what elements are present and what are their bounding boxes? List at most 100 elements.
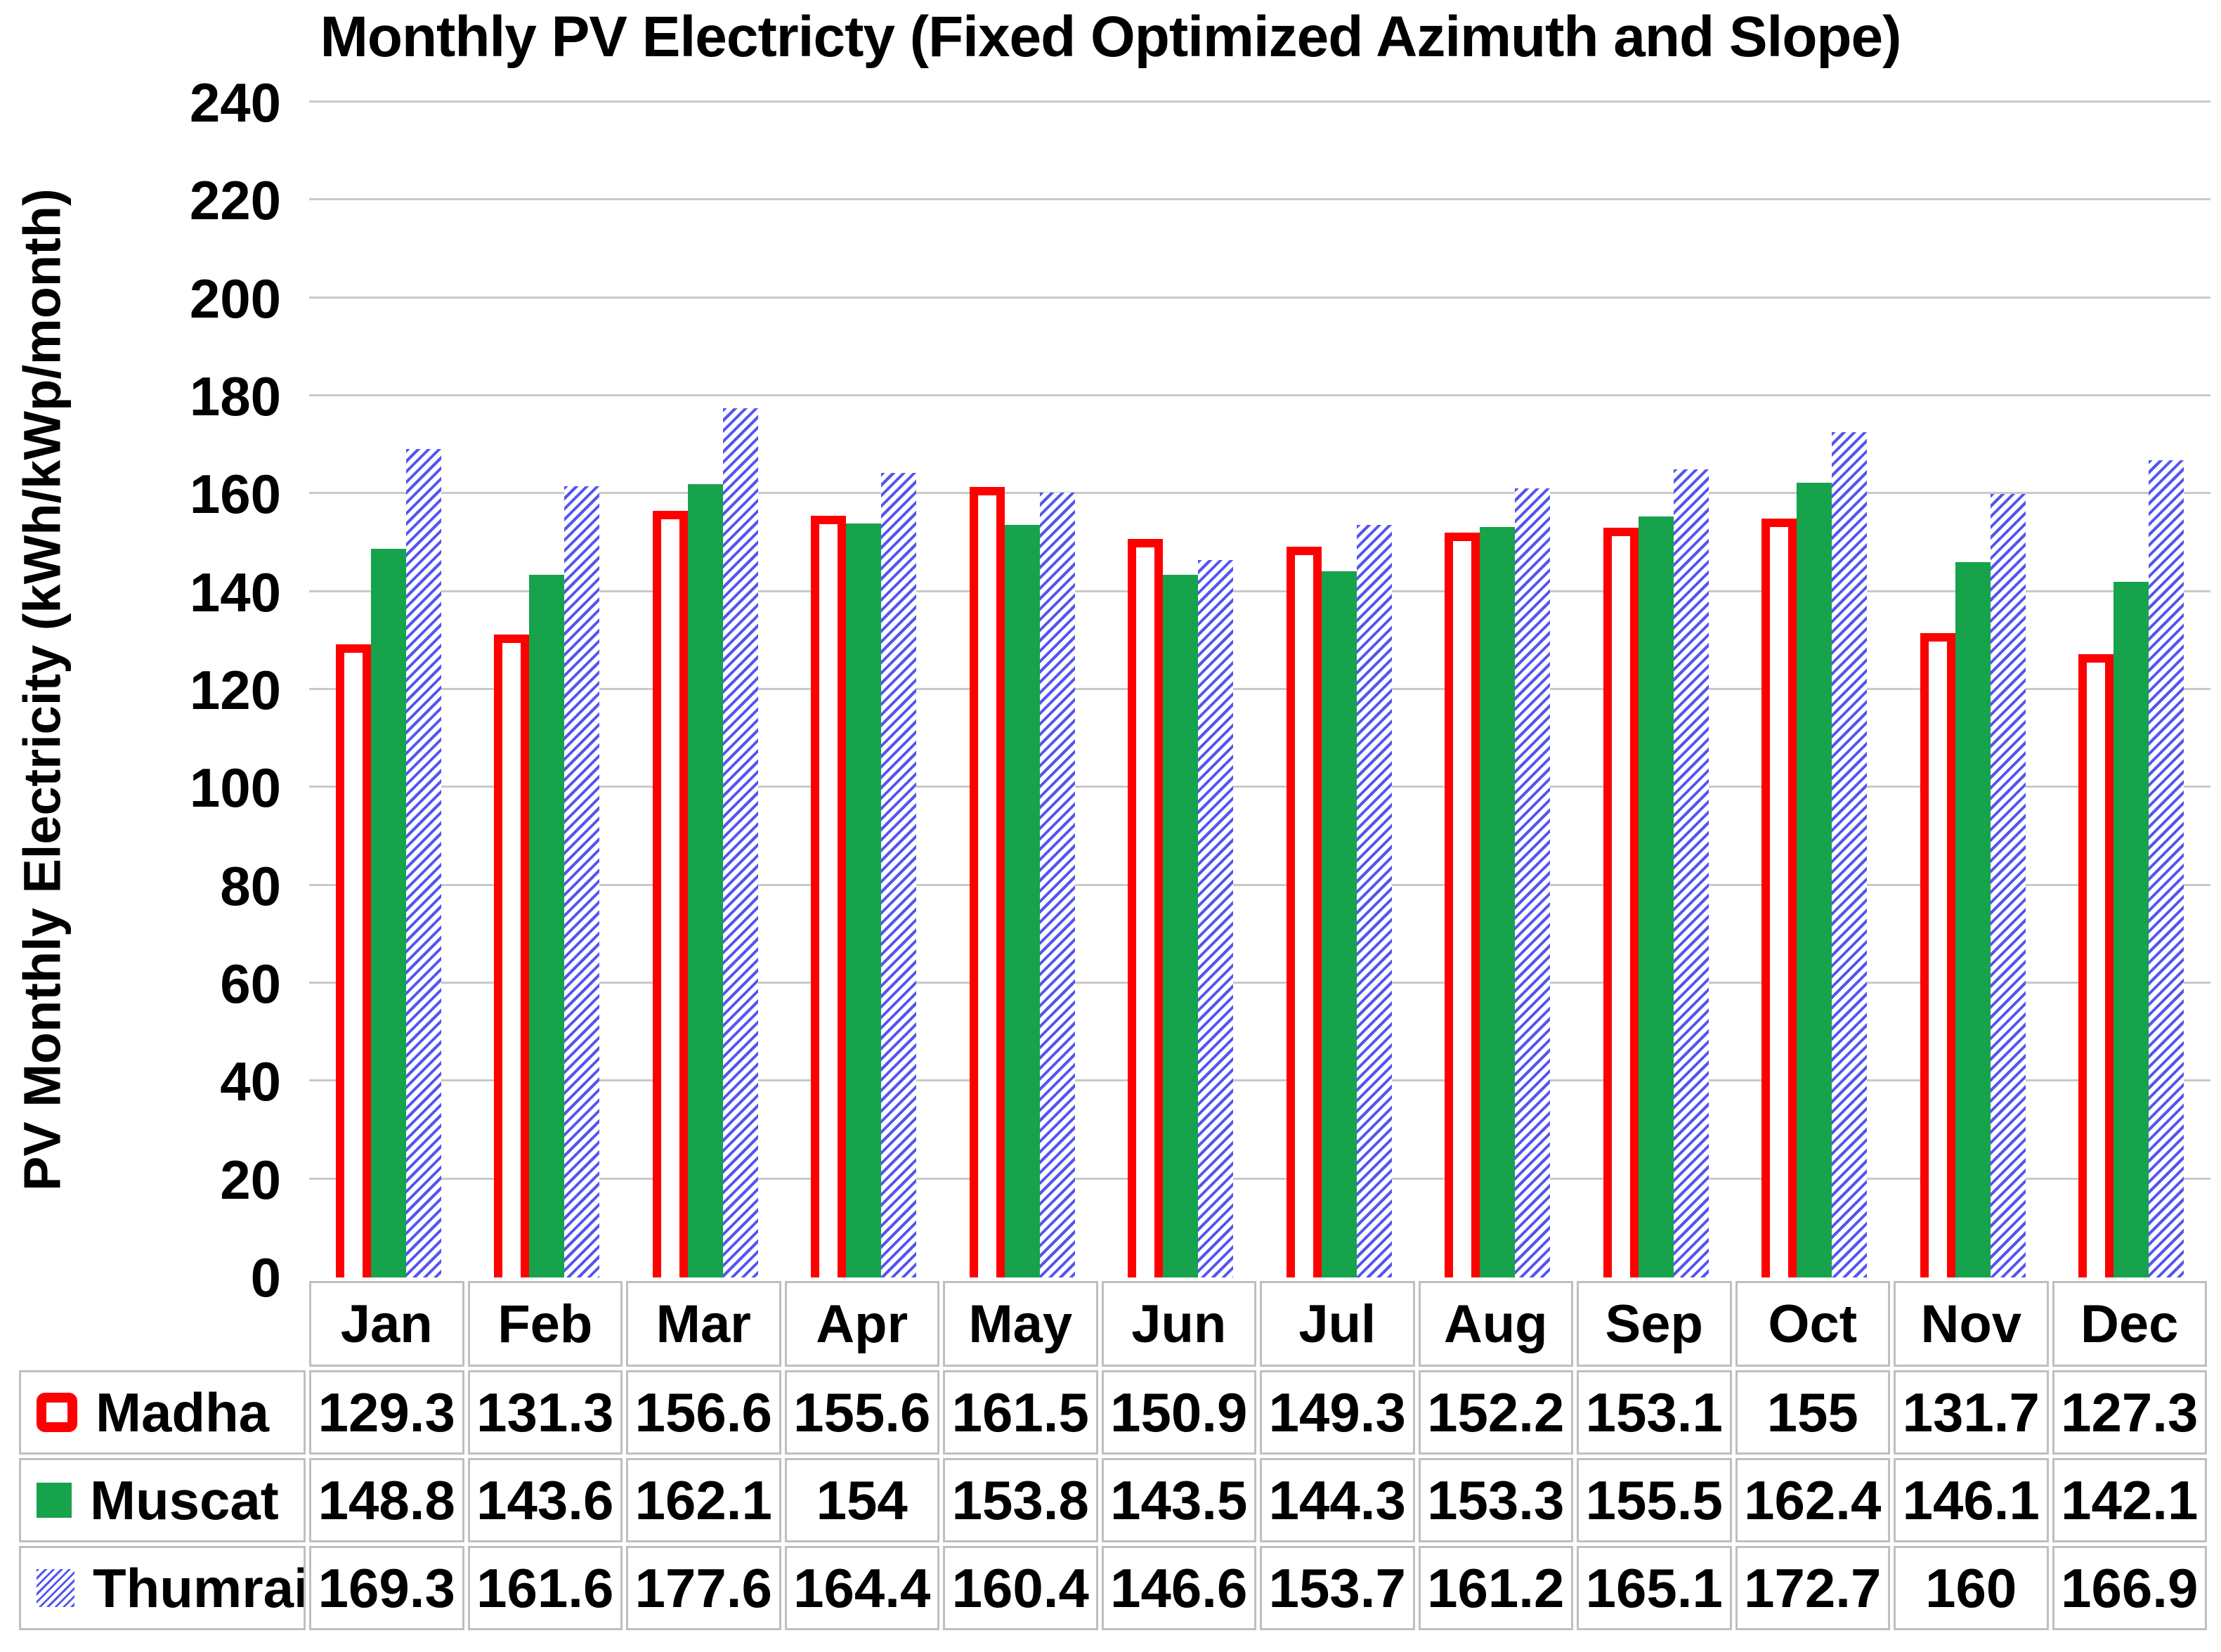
legend-cell-inner: Madha — [21, 1381, 304, 1445]
value-thumrait-May: 160.4 — [943, 1546, 1098, 1630]
month-header-Sep: Sep — [1577, 1281, 1732, 1367]
value-madha-Oct: 155 — [1735, 1370, 1890, 1455]
plot-area — [309, 100, 2210, 1277]
bar-madha-Aug — [1445, 532, 1480, 1277]
bar-group-Dec — [2052, 103, 2211, 1277]
value-muscat-Jan: 148.8 — [309, 1458, 464, 1542]
value-muscat-Sep: 155.5 — [1577, 1458, 1732, 1542]
value-madha-May: 161.5 — [943, 1370, 1098, 1455]
bar-group-Aug — [1419, 103, 1577, 1277]
value-thumrait-Sep: 165.1 — [1577, 1546, 1732, 1630]
bar-madha-Mar — [652, 511, 688, 1277]
bar-madha-Jun — [1128, 538, 1164, 1277]
bar-group-Jan — [309, 103, 468, 1277]
y-tick-20: 20 — [220, 1148, 281, 1211]
gridline-120 — [309, 688, 2210, 690]
month-header-row: Jan Feb Mar Apr May Jun Jul Aug Sep Oct Nov Dec — [19, 1281, 2207, 1367]
month-header-May: May — [943, 1281, 1098, 1367]
bar-thumrait-May — [1039, 492, 1075, 1277]
value-thumrait-Feb: 161.6 — [467, 1546, 623, 1630]
bar-group-Apr — [785, 103, 944, 1277]
bar-madha-Sep — [1603, 528, 1639, 1277]
value-muscat-Nov: 146.1 — [1894, 1458, 2049, 1542]
y-tick-160: 160 — [189, 463, 281, 526]
value-thumrait-Oct: 172.7 — [1735, 1546, 1890, 1630]
bar-madha-Nov — [1920, 632, 1955, 1277]
gridline-160 — [309, 492, 2210, 495]
series-row-muscat: Muscat 148.8 143.6 162.1 154 153.8 143.5 144.3 1… — [19, 1458, 2207, 1542]
bar-muscat-Aug — [1480, 527, 1516, 1277]
bar-group-Feb — [468, 103, 627, 1277]
bar-thumrait-Jan — [405, 448, 441, 1277]
bar-group-Nov — [1894, 103, 2052, 1277]
bar-madha-Jul — [1286, 546, 1322, 1277]
value-muscat-Aug: 153.3 — [1418, 1458, 1573, 1542]
series-name-madha: Madha — [96, 1381, 270, 1443]
bar-muscat-Nov — [1955, 562, 1991, 1277]
series-row-thumrait: Thumrait 169.3 161.6 177.6 164.4 160.4 146.6 15… — [19, 1546, 2207, 1630]
legend-cell-madha: Madha — [19, 1370, 306, 1455]
bar-madha-Apr — [811, 516, 847, 1277]
bar-thumrait-Dec — [2149, 460, 2184, 1277]
value-madha-Dec: 127.3 — [2052, 1370, 2207, 1455]
series-name-thumrait: Thumrait — [93, 1556, 306, 1619]
value-muscat-Jul: 144.3 — [1260, 1458, 1415, 1542]
bar-madha-Oct — [1761, 519, 1797, 1277]
legend-cell-thumrait: Thumrait — [19, 1546, 306, 1630]
value-muscat-Apr: 154 — [784, 1458, 939, 1542]
y-tick-100: 100 — [189, 757, 281, 819]
series-row-madha: Madha 129.3 131.3 156.6 155.6 161.5 150.9 149.3… — [19, 1370, 2207, 1455]
value-thumrait-Nov: 160 — [1894, 1546, 2049, 1630]
bar-muscat-Feb — [529, 574, 565, 1277]
month-header-Oct: Oct — [1735, 1281, 1890, 1367]
muscat-legend-swatch-icon — [37, 1483, 72, 1518]
gridline-40 — [309, 1079, 2210, 1082]
bar-thumrait-Apr — [881, 472, 917, 1277]
y-tick-200: 200 — [189, 267, 281, 330]
value-madha-Sep: 153.1 — [1577, 1370, 1732, 1455]
value-thumrait-Mar: 177.6 — [626, 1546, 781, 1630]
bar-series-container — [309, 103, 2210, 1277]
bar-muscat-Dec — [2113, 582, 2149, 1277]
bar-muscat-Oct — [1797, 482, 1832, 1277]
madha-legend-swatch-icon — [37, 1393, 77, 1432]
chart-title: Monthly PV Electricty (Fixed Optimized A… — [320, 5, 1902, 69]
bar-thumrait-Oct — [1832, 431, 1868, 1277]
bar-group-May — [943, 103, 1102, 1277]
month-header-Dec: Dec — [2052, 1281, 2207, 1367]
value-thumrait-Aug: 161.2 — [1418, 1546, 1573, 1630]
value-madha-Mar: 156.6 — [626, 1370, 781, 1455]
legend-cell-inner: Muscat — [21, 1469, 304, 1533]
value-madha-Nov: 131.7 — [1894, 1370, 2049, 1455]
value-muscat-Oct: 162.4 — [1735, 1458, 1890, 1542]
bar-muscat-Jul — [1321, 571, 1357, 1277]
bar-group-Sep — [1577, 103, 1735, 1277]
bar-group-Oct — [1735, 103, 1894, 1277]
bar-muscat-Mar — [687, 483, 723, 1277]
value-madha-Aug: 152.2 — [1418, 1370, 1573, 1455]
y-tick-180: 180 — [189, 365, 281, 427]
bar-muscat-Jan — [370, 549, 406, 1277]
value-madha-Jun: 150.9 — [1101, 1370, 1256, 1455]
bar-thumrait-Mar — [722, 408, 758, 1277]
value-thumrait-Apr: 164.4 — [784, 1546, 939, 1630]
bar-thumrait-Sep — [1673, 469, 1709, 1277]
value-madha-Jan: 129.3 — [309, 1370, 464, 1455]
bar-group-Jul — [1260, 103, 1419, 1277]
bar-thumrait-Aug — [1515, 488, 1551, 1277]
value-madha-Jul: 149.3 — [1260, 1370, 1415, 1455]
gridline-180 — [309, 394, 2210, 396]
month-header-Aug: Aug — [1418, 1281, 1573, 1367]
value-madha-Feb: 131.3 — [467, 1370, 623, 1455]
value-thumrait-Jan: 169.3 — [309, 1546, 464, 1630]
bar-muscat-Jun — [1163, 575, 1199, 1277]
gridline-200 — [309, 296, 2210, 299]
bar-madha-Feb — [494, 635, 530, 1277]
legend-cell-muscat: Muscat — [19, 1458, 306, 1542]
value-thumrait-Dec: 166.9 — [2052, 1546, 2207, 1630]
legend-cell-inner: Thumrait — [21, 1556, 304, 1620]
bar-madha-Jan — [335, 644, 371, 1277]
bar-muscat-Sep — [1638, 516, 1674, 1277]
bar-thumrait-Feb — [564, 486, 600, 1277]
gridline-60 — [309, 982, 2210, 984]
